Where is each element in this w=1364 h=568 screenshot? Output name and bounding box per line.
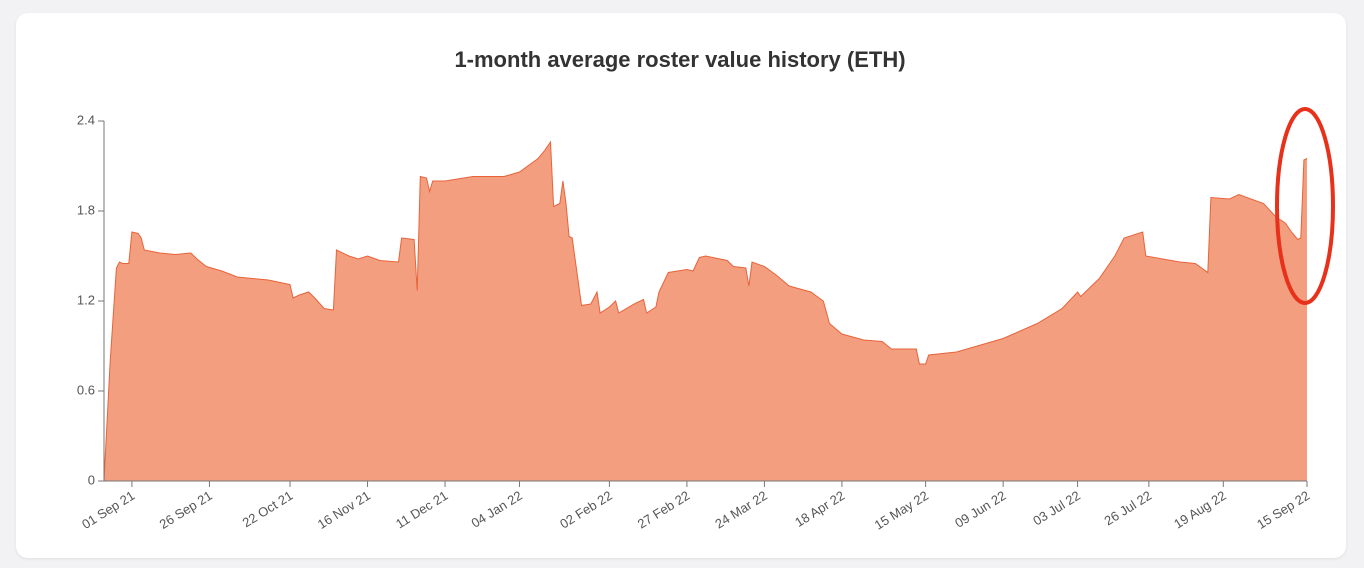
y-tick-label: 1.8 — [77, 202, 95, 217]
x-tick-label: 22 Oct 21 — [240, 488, 296, 531]
y-tick-label: 0.6 — [77, 382, 95, 397]
x-tick-label: 26 Sep 21 — [157, 488, 215, 532]
x-tick-label: 15 May 22 — [872, 488, 931, 533]
plot: 0 0.6 1.2 1.8 2.4 01 Sep 21 26 Sep 21 22 Oct 21… — [77, 112, 1312, 532]
x-tick-label: 24 Mar 22 — [712, 488, 770, 532]
y-tick-label: 2.4 — [77, 112, 95, 127]
x-tick-label: 01 Sep 21 — [79, 488, 137, 532]
chart-title: 1-month average roster value history (ET… — [454, 47, 905, 72]
area — [104, 142, 1307, 481]
x-tick-label: 09 Jun 22 — [952, 488, 1008, 531]
highlight-ellipse — [1275, 107, 1335, 305]
x-tick-label: 26 Jul 22 — [1102, 488, 1155, 529]
x-tick-label: 19 Aug 22 — [1171, 488, 1229, 532]
x-tick-label: 02 Feb 22 — [557, 488, 615, 532]
x-tick-label: 18 Apr 22 — [792, 488, 847, 530]
x-tick-label: 03 Jul 22 — [1030, 488, 1083, 529]
y-tick-label: 1.2 — [77, 292, 95, 307]
x-tick-label: 11 Dec 21 — [393, 488, 450, 532]
x-tick-label: 16 Nov 21 — [315, 488, 373, 532]
y-tick-label: 0 — [88, 472, 95, 487]
x-tick-label: 15 Sep 22 — [1254, 488, 1312, 532]
x-tick-label: 27 Feb 22 — [635, 488, 693, 532]
x-tick-label: 04 Jan 22 — [469, 488, 525, 531]
area-line — [103, 140, 1308, 482]
